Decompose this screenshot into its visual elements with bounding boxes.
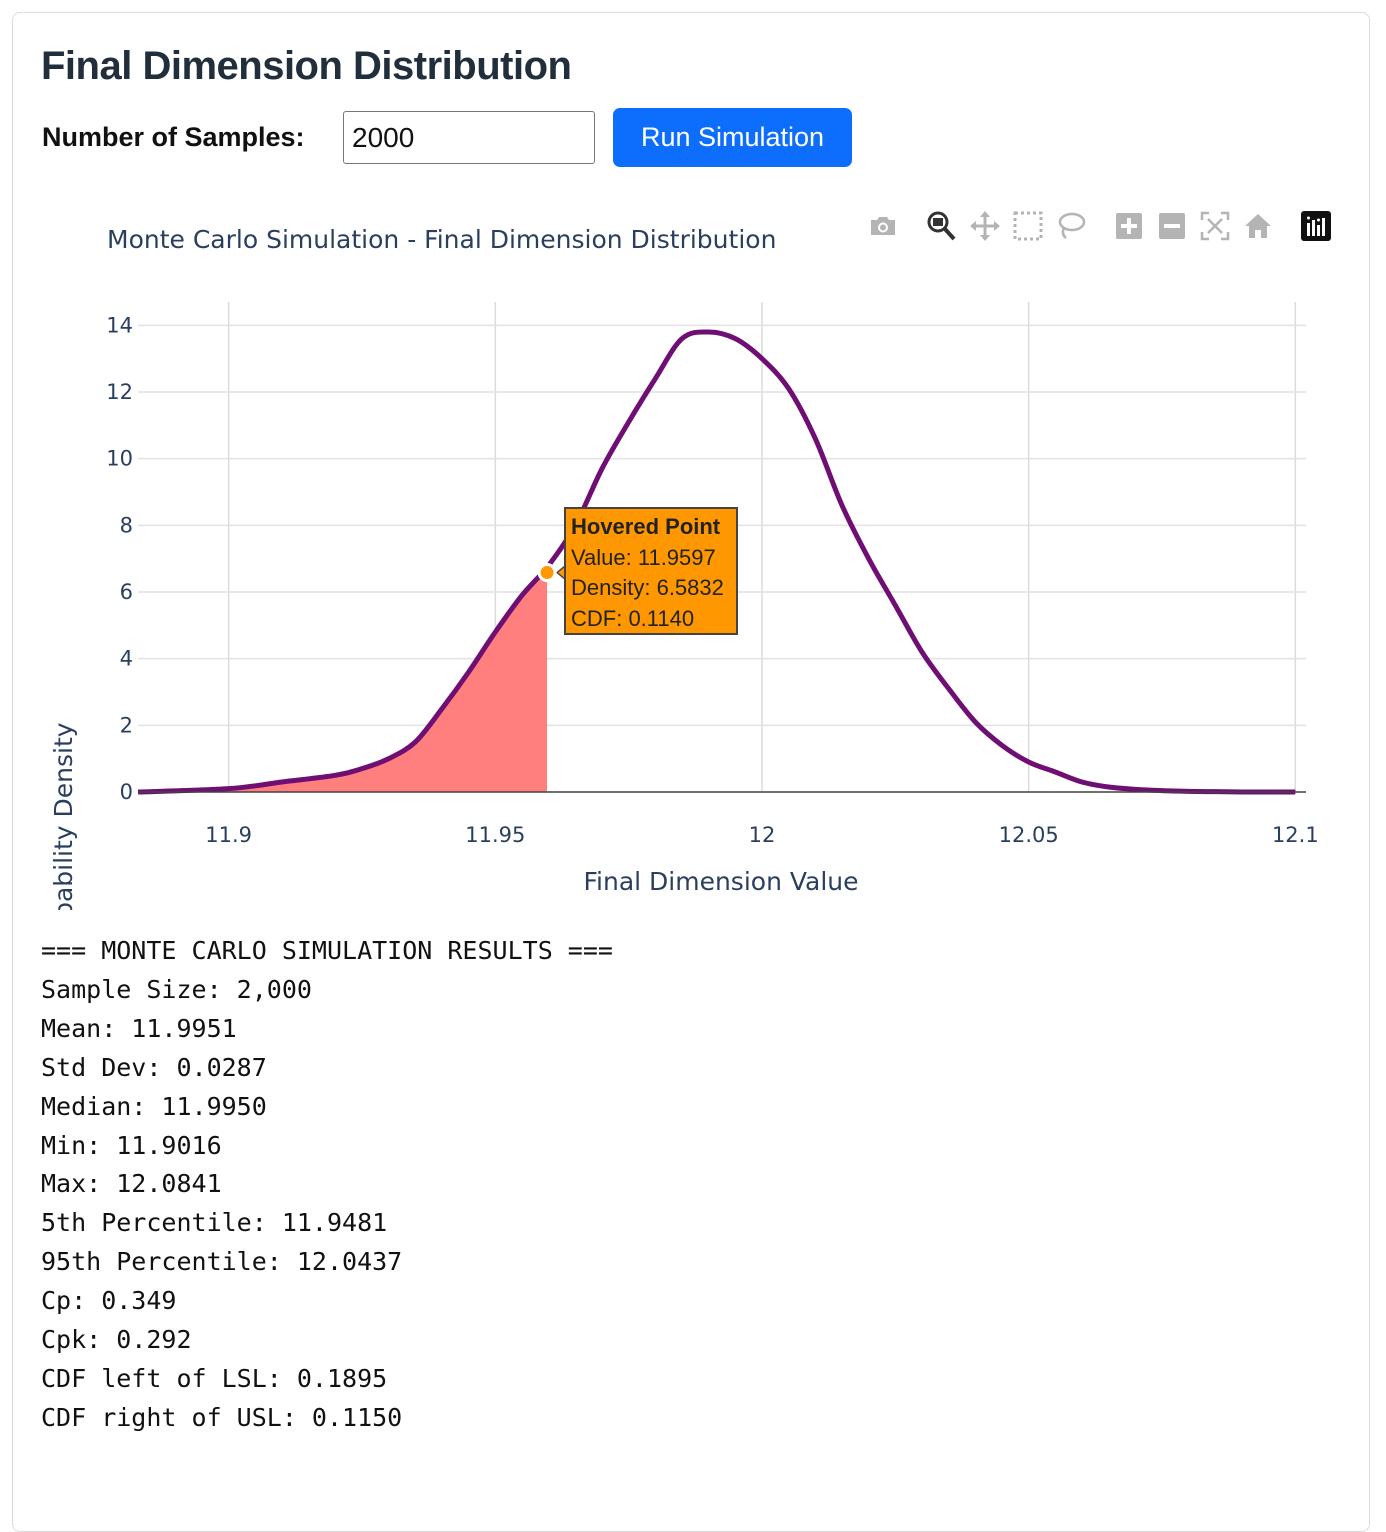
results-line: Min: 11.9016 [41,1130,222,1160]
results-line: CDF right of USL: 0.1150 [41,1402,403,1432]
results-line: Median: 11.9950 [41,1091,267,1121]
tooltip-cdf: CDF: 0.1140 [571,605,695,631]
results-output: === MONTE CARLO SIMULATION RESULTS === Sa… [41,932,613,1438]
reset-axes-icon[interactable] [1241,208,1275,244]
camera-icon[interactable] [866,208,900,244]
results-line: Max: 12.0841 [41,1169,222,1199]
zoom-out-icon[interactable] [1155,208,1189,244]
y-tick-label: 10 [106,447,133,471]
y-tick-label: 8 [120,513,133,537]
plotly-logo-icon[interactable] [1299,208,1333,244]
x-tick-label: 11.9 [205,823,252,847]
box-select-icon[interactable] [1011,208,1045,244]
x-tick-label: 12 [749,823,776,847]
results-line: === MONTE CARLO SIMULATION RESULTS === [41,936,613,965]
page-title: Final Dimension Distribution [41,44,572,88]
x-tick-label: 12.05 [999,823,1059,847]
x-axis-ticks: 11.9 11.95 12 12.05 12.1 [205,823,1318,847]
y-tick-label: 0 [120,780,133,804]
results-line: CDF left of LSL: 0.1895 [41,1363,388,1393]
results-line: Sample Size: 2,000 [41,974,312,1004]
x-tick-label: 12.1 [1272,823,1319,847]
density-curve [137,329,1296,795]
x-axis-label: Final Dimension Value [583,867,858,896]
main-card [12,12,1370,1532]
y-tick-label: 4 [120,647,133,671]
lasso-icon[interactable] [1054,208,1088,244]
y-tick-label: 12 [106,380,133,404]
x-tick-label: 11.95 [465,823,525,847]
results-line: Std Dev: 0.0287 [41,1052,267,1082]
chart-title: Monte Carlo Simulation - Final Dimension… [107,225,777,254]
lsl-shaded-area [138,572,548,792]
results-line: Cp: 0.349 [41,1286,177,1316]
y-axis-ticks: 0 2 4 6 8 10 12 14 [106,313,133,804]
tooltip-density: Density: 6.5832 [571,575,724,600]
samples-label: Number of Samples: [42,122,305,152]
results-line: Cpk: 0.292 [41,1325,192,1355]
pan-icon[interactable] [968,208,1002,244]
zoom-in-icon[interactable] [1112,208,1146,244]
y-tick-label: 14 [106,313,133,337]
y-tick-label: 6 [120,580,133,604]
y-axis-label: Probability Density [49,722,78,910]
results-line: Mean: 11.9951 [41,1013,237,1043]
samples-input[interactable] [343,111,595,164]
results-line: 5th Percentile: 11.9481 [41,1208,388,1238]
run-simulation-button[interactable]: Run Simulation [613,108,852,167]
hovered-point-marker[interactable] [537,563,557,583]
zoom-icon[interactable] [924,208,958,244]
results-line: 95th Percentile: 12.0437 [41,1247,403,1277]
tooltip-value: Value: 11.9597 [571,544,716,570]
y-tick-label: 2 [120,713,133,737]
hover-tooltip: Hovered Point Value: 11.9597 Density: 6.… [564,507,738,635]
autoscale-icon[interactable] [1198,208,1232,244]
tooltip-title: Hovered Point [571,514,721,539]
